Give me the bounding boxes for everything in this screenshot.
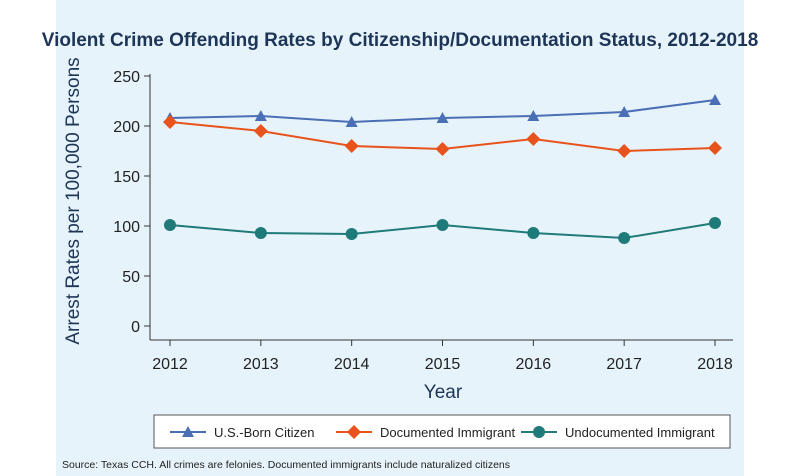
x-tick-label: 2016 [516, 356, 552, 373]
y-tick-label: 50 [122, 269, 140, 286]
x-tick-label: 2015 [425, 356, 461, 373]
data-point-u-s-born-citizen [527, 110, 540, 121]
x-tick-label: 2013 [243, 356, 279, 373]
data-point-undocumented-immigrant [345, 228, 358, 240]
x-tick-label: 2017 [606, 356, 642, 373]
data-point-documented-immigrant [344, 139, 359, 153]
legend: U.S.-Born Citizen Documented Immigrant Und… [153, 414, 731, 449]
legend-box [153, 414, 731, 449]
data-point-u-s-born-citizen [709, 94, 721, 105]
data-point-undocumented-immigrant [164, 219, 176, 231]
data-point-u-s-born-citizen [345, 116, 358, 127]
data-point-undocumented-immigrant [709, 217, 721, 229]
legend-marker-u-s-born-citizen [182, 426, 194, 437]
data-point-u-s-born-citizen [254, 110, 267, 121]
data-point-documented-immigrant [435, 142, 450, 156]
y-tick-label: 200 [113, 119, 140, 136]
legend-label-undocumented-immigrant: Undocumented Immigrant [565, 425, 715, 440]
chart-title: Violent Crime Offending Rates by Citizen… [42, 30, 759, 51]
legend-label-documented-immigrant: Documented Immigrant [380, 425, 515, 440]
data-point-documented-immigrant [163, 115, 177, 129]
y-tick-label: 150 [113, 169, 140, 186]
data-point-undocumented-immigrant [254, 227, 267, 239]
y-tick-label: 100 [113, 219, 140, 236]
axes: 0 50 100 150 200 250 2012 2013 2014 2015 2016 2017 2… [113, 69, 733, 373]
data-point-documented-immigrant [617, 144, 632, 158]
x-tick-label: 2018 [697, 356, 733, 373]
data-point-documented-immigrant [708, 141, 722, 155]
y-tick-label: 0 [131, 319, 140, 336]
data-point-documented-immigrant [526, 132, 541, 146]
data-point-documented-immigrant [253, 124, 268, 138]
data-point-undocumented-immigrant [527, 227, 540, 239]
data-point-u-s-born-citizen [618, 106, 631, 117]
legend-marker-documented-immigrant [347, 425, 361, 439]
data-point-undocumented-immigrant [436, 219, 449, 231]
y-axis-title: Arrest Rates per 100,000 Persons [63, 57, 84, 344]
legend-marker-undocumented-immigrant [533, 426, 545, 438]
data-point-undocumented-immigrant [618, 232, 631, 244]
y-tick-label: 250 [113, 69, 140, 86]
x-axis-title: Year [424, 382, 463, 403]
x-tick-label: 2012 [152, 356, 188, 373]
data-point-u-s-born-citizen [436, 112, 449, 123]
x-tick-label: 2014 [334, 356, 370, 373]
source-note: Source: Texas CCH. All crimes are feloni… [62, 459, 510, 471]
plot-area [163, 94, 722, 244]
legend-label-u-s-born-citizen: U.S.-Born Citizen [214, 425, 314, 440]
